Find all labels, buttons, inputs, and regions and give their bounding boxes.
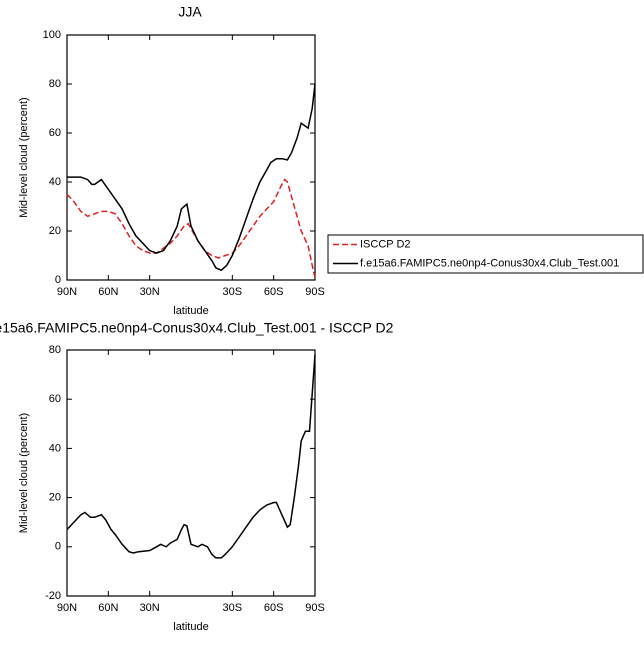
y-tick-label: 80 <box>49 344 61 356</box>
x-tick-label: 90S <box>305 286 325 298</box>
y-axis-label: Mid-level cloud (percent) <box>18 413 30 533</box>
x-tick-label: 30N <box>140 286 160 298</box>
y-tick-label: 20 <box>49 492 61 504</box>
legend-label: f.e15a6.FAMIPC5.ne0np4-Conus30x4.Club_Te… <box>360 257 619 269</box>
legend-box <box>327 234 644 274</box>
x-tick-label: 30N <box>140 602 160 614</box>
y-axis-label: Mid-level cloud (percent) <box>18 97 30 217</box>
y-tick-label: 60 <box>49 127 61 139</box>
chart-title: f.e15a6.FAMIPC5.ne0np4-Conus30x4.Club_Te… <box>0 320 394 336</box>
x-tick-label: 90S <box>305 602 325 614</box>
data-line <box>66 354 316 559</box>
y-tick-label: 60 <box>49 393 61 405</box>
x-tick-label: 60S <box>264 286 284 298</box>
y-tick-label: 100 <box>43 29 61 41</box>
x-axis-label: latitude <box>173 305 208 317</box>
x-tick-label: 60N <box>98 286 118 298</box>
legend-label: ISCCP D2 <box>360 238 411 250</box>
y-tick-label: 0 <box>55 274 61 286</box>
chart-title: JJA <box>178 4 202 20</box>
x-axis-label: latitude <box>173 621 208 633</box>
x-tick-label: 30S <box>223 286 243 298</box>
y-tick-label: 0 <box>55 541 61 553</box>
x-tick-label: 90N <box>57 602 77 614</box>
x-tick-label: 90N <box>57 286 77 298</box>
x-tick-label: 60N <box>98 602 118 614</box>
x-tick-label: 30S <box>223 602 243 614</box>
x-tick-label: 60S <box>264 602 284 614</box>
data-line <box>67 83 316 272</box>
data-line <box>66 178 316 278</box>
y-tick-label: -20 <box>45 590 61 602</box>
plot-frame <box>66 349 316 597</box>
y-tick-label: 40 <box>49 442 61 454</box>
plot-frame <box>66 34 316 281</box>
y-tick-label: 20 <box>49 225 61 237</box>
y-tick-label: 80 <box>49 78 61 90</box>
y-tick-label: 40 <box>49 176 61 188</box>
